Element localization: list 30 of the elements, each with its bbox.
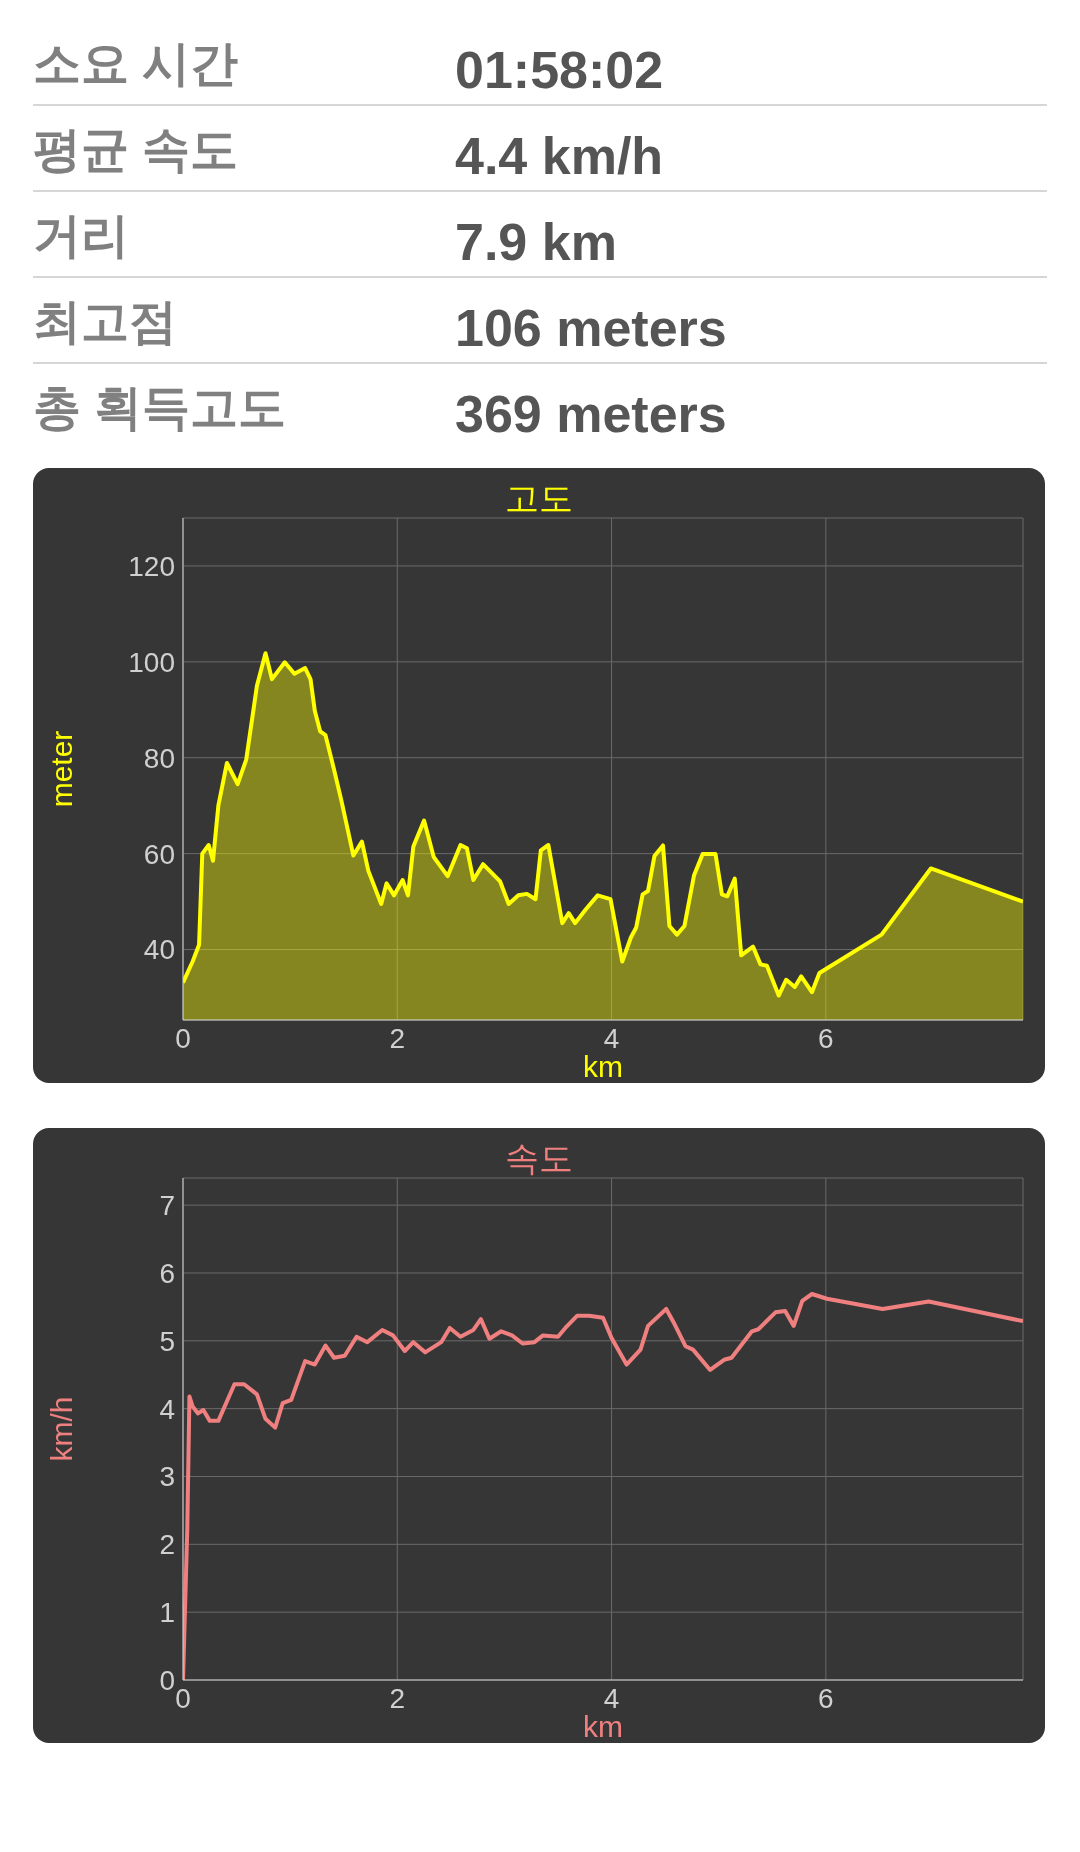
y-tick-label: 40	[143, 934, 175, 966]
y-tick-label: 5	[159, 1325, 175, 1357]
y-tick-label: 100	[128, 646, 175, 678]
text: 거리	[33, 208, 130, 264]
y-tick-label: 3	[159, 1461, 175, 1493]
y-tick-label: 80	[143, 742, 175, 774]
x-tick-label: 2	[389, 1682, 406, 1714]
text: 7.9 km	[455, 212, 617, 273]
y-tick-label: 6	[159, 1257, 175, 1289]
y-axis-title: meter	[44, 730, 78, 808]
y-tick-label: 1	[159, 1597, 175, 1629]
x-tick-label: 6	[818, 1682, 834, 1714]
chart-title: 속도	[504, 1138, 574, 1179]
y-tick-label: 7	[159, 1190, 175, 1222]
text: 369 meters	[455, 384, 727, 445]
x-tick-label: 6	[818, 1022, 834, 1054]
text: 총 획득고도	[33, 380, 288, 436]
text: 평균 속도	[33, 122, 240, 178]
y-tick-label: 4	[159, 1393, 175, 1425]
text: 소요 시간	[33, 36, 240, 92]
text: 최고점	[33, 294, 178, 350]
text: 106 meters	[455, 298, 727, 359]
y-tick-label: 2	[159, 1529, 175, 1561]
chart-title: 고도	[504, 478, 574, 519]
text: 4.4 km/h	[455, 126, 664, 187]
x-tick-label: 2	[389, 1022, 406, 1054]
y-axis-title: km/h	[44, 1396, 78, 1462]
text: 01:58:02	[455, 40, 664, 101]
y-tick-label: 120	[128, 550, 175, 582]
y-tick-label: 60	[143, 838, 175, 870]
